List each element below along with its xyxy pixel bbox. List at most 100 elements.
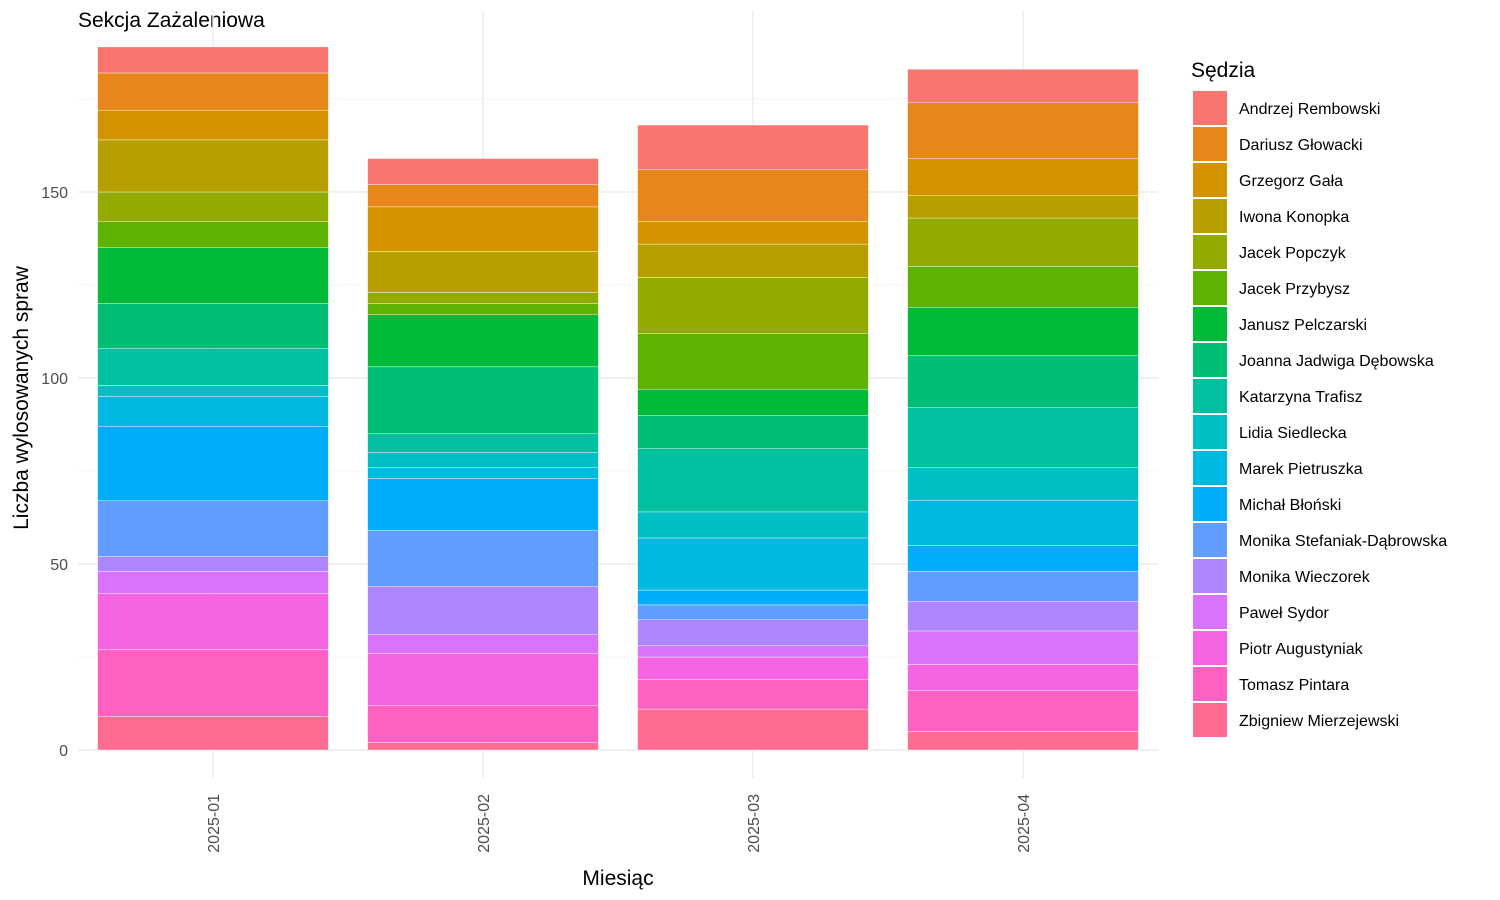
bar-segment (907, 731, 1139, 751)
bar-segment (367, 634, 599, 654)
bar-segment (367, 314, 599, 368)
legend-item: Jacek Przybysz (1193, 271, 1350, 305)
bar-segment (637, 169, 869, 222)
bar-stack (97, 46, 329, 751)
legend-item: Monika Wieczorek (1193, 559, 1371, 593)
legend-label: Dariusz Głowacki (1239, 137, 1363, 154)
bar-segment (367, 303, 599, 315)
bar-segment (97, 191, 329, 222)
bar-segment (97, 348, 329, 386)
legend-label: Janusz Pelczarski (1239, 317, 1367, 334)
bar-segment (97, 716, 329, 751)
bar-segment (637, 656, 869, 680)
bar-segment (97, 426, 329, 501)
legend-item: Janusz Pelczarski (1193, 307, 1367, 341)
legend-item: Jacek Popczyk (1193, 235, 1347, 269)
legend-key (1193, 667, 1227, 701)
legend-label: Joanna Jadwiga Dębowska (1239, 353, 1434, 370)
bar-segment (907, 69, 1139, 103)
x-axis-title: Miesiąc (582, 867, 653, 890)
bar-segment (367, 452, 599, 468)
y-tick-label: 0 (59, 743, 68, 760)
bar-segment (97, 500, 329, 557)
legend-label: Tomasz Pintara (1239, 677, 1349, 694)
y-tick-label: 100 (41, 371, 68, 388)
bar-segment (367, 467, 599, 479)
legend-label: Andrzej Rembowski (1239, 101, 1380, 118)
bar-segment (907, 407, 1139, 468)
legend-item: Dariusz Głowacki (1193, 127, 1363, 161)
bar-segment (367, 251, 599, 293)
bar-stack (637, 124, 869, 751)
legend-key (1193, 595, 1227, 629)
legend-key (1193, 343, 1227, 377)
legend-key (1193, 127, 1227, 161)
bar-segment (367, 653, 599, 706)
legend-label: Jacek Przybysz (1239, 281, 1350, 298)
x-tick-label: 2025-04 (1016, 794, 1033, 853)
legend-label: Monika Stefaniak-Dąbrowska (1239, 533, 1447, 550)
bars-layer (97, 46, 1139, 751)
bar-segment (97, 221, 329, 248)
legend-key (1193, 307, 1227, 341)
bar-segment (907, 601, 1139, 632)
bar-segment (97, 571, 329, 594)
bar-segment (97, 72, 329, 111)
bar-segment (907, 266, 1139, 308)
bar-segment (637, 619, 869, 647)
bar-segment (97, 649, 329, 717)
legend-item: Michał Błoński (1193, 487, 1341, 521)
legend-title: Sędzia (1191, 59, 1256, 82)
bar-segment (907, 355, 1139, 408)
legend-key (1193, 199, 1227, 233)
bar-segment (907, 467, 1139, 501)
legend-item: Grzegorz Gała (1193, 163, 1343, 197)
bar-segment (97, 247, 329, 304)
x-tick-label: 2025-01 (206, 794, 223, 853)
legend-label: Michał Błoński (1239, 497, 1341, 514)
bar-segment (907, 307, 1139, 356)
x-tick-label: 2025-02 (476, 794, 493, 853)
legend-key (1193, 451, 1227, 485)
bar-segment (637, 221, 869, 245)
legend-label: Katarzyna Trafisz (1239, 389, 1363, 406)
bar-segment (367, 433, 599, 453)
legend-label: Jacek Popczyk (1239, 245, 1347, 262)
bar-segment (907, 195, 1139, 219)
bar-segment (907, 102, 1139, 159)
bar-segment (367, 366, 599, 434)
legend-item: Lidia Siedlecka (1193, 415, 1347, 449)
bar-segment (637, 708, 869, 751)
bar-segment (907, 571, 1139, 602)
y-axis-title: Liczba wylosowanych spraw (10, 265, 33, 530)
chart-title: Sekcja Zażaleniowa (78, 9, 265, 32)
legend: Sędzia Andrzej Rembowski Dariusz Głowacki… (1191, 59, 1447, 737)
bar-segment (367, 742, 599, 751)
bar-segment (907, 545, 1139, 572)
legend-label: Marek Pietruszka (1239, 461, 1363, 478)
bar-segment (637, 388, 869, 416)
legend-label: Zbigniew Mierzejewski (1239, 713, 1399, 730)
bar-segment (97, 396, 329, 427)
bar-segment (97, 109, 329, 141)
bar-segment (367, 292, 599, 304)
y-tick-label: 150 (41, 185, 68, 202)
y-tick-label: 50 (50, 557, 68, 574)
legend-item: Marek Pietruszka (1193, 451, 1363, 485)
legend-label: Monika Wieczorek (1239, 569, 1371, 586)
legend-item: Katarzyna Trafisz (1193, 379, 1363, 413)
legend-label: Paweł Sydor (1239, 605, 1329, 622)
bar-segment (97, 556, 329, 572)
legend-label: Lidia Siedlecka (1239, 425, 1347, 442)
bar-segment (637, 333, 869, 390)
bar-segment (637, 604, 869, 620)
bar-segment (97, 385, 329, 397)
legend-label: Iwona Konopka (1239, 209, 1349, 226)
legend-key (1193, 487, 1227, 521)
bar-segment (367, 586, 599, 635)
legend-key (1193, 91, 1227, 125)
legend-key (1193, 631, 1227, 665)
bar-segment (637, 589, 869, 606)
bar-segment (367, 158, 599, 185)
